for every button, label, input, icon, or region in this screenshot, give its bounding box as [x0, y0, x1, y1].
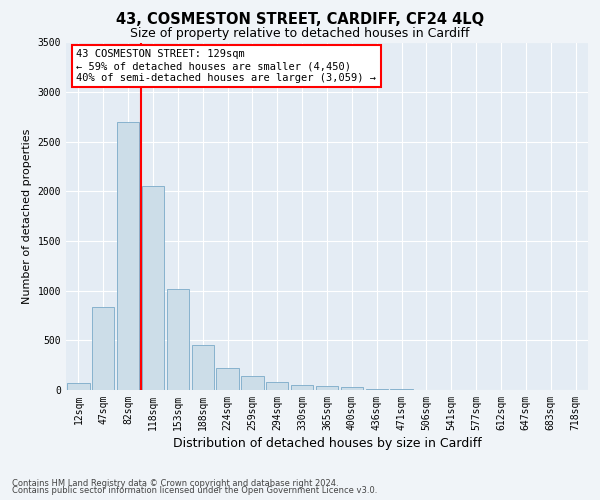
Bar	[266, 382, 289, 390]
Text: Contains public sector information licensed under the Open Government Licence v3: Contains public sector information licen…	[12, 486, 377, 495]
Bar	[391, 389, 413, 390]
Bar	[142, 186, 164, 390]
Bar	[92, 306, 115, 390]
Text: Contains HM Land Registry data © Crown copyright and database right 2024.: Contains HM Land Registry data © Crown c…	[12, 478, 338, 488]
X-axis label: Distribution of detached houses by size in Cardiff: Distribution of detached houses by size …	[173, 437, 481, 450]
Bar	[217, 368, 239, 390]
Bar	[167, 288, 189, 390]
Bar	[191, 346, 214, 390]
Y-axis label: Number of detached properties: Number of detached properties	[22, 128, 32, 304]
Bar	[241, 376, 263, 390]
Bar	[341, 387, 363, 390]
Text: Size of property relative to detached houses in Cardiff: Size of property relative to detached ho…	[130, 28, 470, 40]
Bar	[365, 388, 388, 390]
Bar	[316, 386, 338, 390]
Text: 43, COSMESTON STREET, CARDIFF, CF24 4LQ: 43, COSMESTON STREET, CARDIFF, CF24 4LQ	[116, 12, 484, 28]
Bar	[291, 384, 313, 390]
Bar	[117, 122, 139, 390]
Bar	[67, 382, 89, 390]
Text: 43 COSMESTON STREET: 129sqm
← 59% of detached houses are smaller (4,450)
40% of : 43 COSMESTON STREET: 129sqm ← 59% of det…	[76, 50, 376, 82]
